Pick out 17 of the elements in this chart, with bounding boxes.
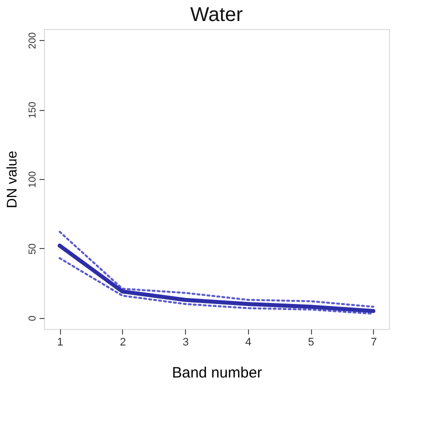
y-axis-title: DN value	[4, 150, 20, 208]
y-tick-label: 100	[28, 170, 38, 188]
line-series	[58, 257, 374, 315]
y-tick-label: 150	[28, 101, 38, 118]
x-tick-label: 1	[57, 336, 64, 348]
y-tick-label: 200	[28, 32, 38, 49]
chart-title: Water	[190, 4, 244, 26]
y-tick-label: 50	[28, 242, 38, 255]
x-tick-label: 7	[370, 336, 377, 348]
x-tick-label: 5	[308, 336, 314, 348]
x-tick-label: 3	[182, 336, 189, 348]
x-axis-title: Band number	[172, 364, 262, 382]
line-series	[58, 244, 376, 313]
x-tick-label: 2	[120, 336, 126, 348]
x-tick-label: 4	[245, 336, 252, 348]
line-series	[58, 230, 374, 308]
y-tick-label: 0	[28, 315, 38, 322]
